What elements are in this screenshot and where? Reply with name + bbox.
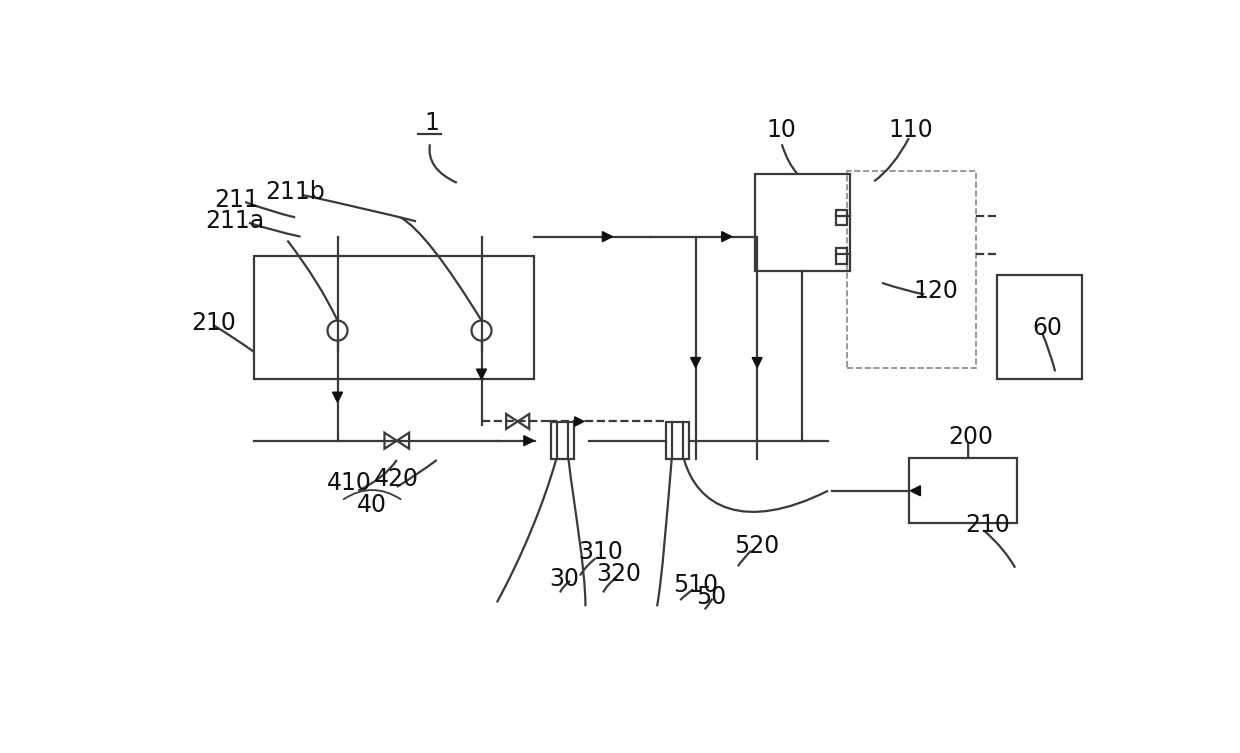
Text: 211: 211 (215, 187, 259, 212)
Polygon shape (691, 358, 701, 367)
Text: 410: 410 (326, 471, 372, 495)
Bar (254, 256, 534, 379)
Text: 1: 1 (424, 111, 439, 136)
Polygon shape (476, 369, 486, 379)
Text: 210: 210 (966, 514, 1011, 538)
Text: 10: 10 (766, 118, 797, 142)
Text: 211a: 211a (206, 209, 264, 233)
Bar (909, 459, 1017, 523)
Text: 210: 210 (191, 311, 236, 335)
Bar (837, 209, 847, 225)
Polygon shape (523, 436, 534, 446)
Text: 40: 40 (357, 492, 387, 517)
Text: 420: 420 (374, 467, 419, 491)
Text: 510: 510 (673, 573, 718, 596)
Polygon shape (722, 232, 732, 242)
Text: 50: 50 (696, 585, 727, 609)
Bar (551, 422, 574, 459)
Text: 30: 30 (549, 567, 579, 591)
Bar (997, 275, 1083, 379)
Text: 120: 120 (914, 279, 959, 303)
Text: 110: 110 (889, 118, 934, 142)
Text: 520: 520 (734, 534, 780, 558)
Text: 200: 200 (947, 425, 993, 449)
Text: 211b: 211b (265, 180, 325, 204)
Polygon shape (603, 232, 613, 242)
Bar (666, 422, 689, 459)
Polygon shape (574, 417, 584, 426)
Polygon shape (332, 392, 342, 402)
Bar (755, 173, 849, 271)
Polygon shape (910, 486, 920, 495)
Text: 320: 320 (596, 562, 641, 586)
Polygon shape (753, 358, 763, 367)
Text: 310: 310 (578, 541, 624, 564)
Bar (847, 171, 976, 367)
Bar (837, 248, 847, 264)
Text: 60: 60 (1033, 316, 1063, 340)
